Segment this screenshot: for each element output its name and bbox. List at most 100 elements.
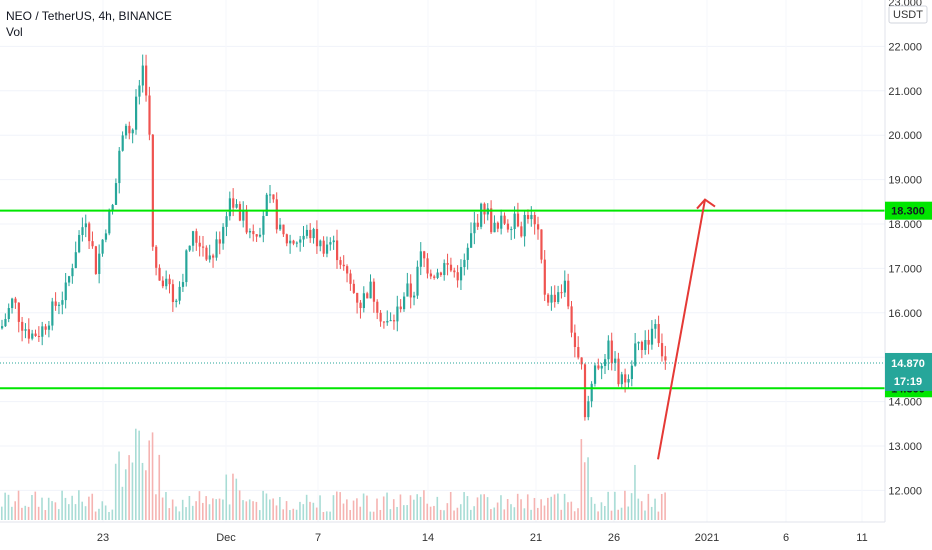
volume-bar: [593, 503, 596, 520]
candle-body: [111, 204, 114, 211]
volume-bar: [31, 494, 33, 520]
candle-body: [114, 183, 118, 205]
candle-body: [302, 235, 305, 240]
volume-bar: [362, 493, 365, 520]
candle-body: [526, 214, 530, 220]
volume-bar: [124, 469, 127, 520]
time-axis[interactable]: 23 Dec 7 14 21 26 2021 6 11: [97, 532, 868, 544]
candle-body: [161, 280, 164, 287]
candle-body: [423, 251, 426, 259]
y-tick-label: 16.000: [888, 308, 922, 320]
candle-body: [500, 215, 503, 229]
candle-body: [289, 240, 292, 244]
volume-bar: [272, 498, 274, 520]
candle-body: [292, 240, 295, 244]
volume-bar: [178, 511, 181, 520]
candle-body: [135, 96, 138, 130]
candle-body: [168, 278, 171, 285]
x-tick-label: 7: [315, 532, 321, 544]
volume-bar: [640, 501, 643, 520]
candle-body: [275, 199, 278, 230]
candle-body: [466, 247, 469, 260]
volume-bar: [583, 462, 586, 520]
candle-body: [248, 231, 252, 233]
volume-bar: [637, 498, 640, 520]
volume-bar: [289, 510, 291, 520]
candle-body: [171, 284, 175, 303]
x-tick-label: 2021: [695, 532, 719, 544]
volume-bar: [547, 497, 549, 520]
candles: [1, 54, 667, 421]
volume-bar: [423, 490, 425, 520]
candle-body: [352, 283, 355, 293]
candle-body: [305, 229, 309, 236]
candle-body: [339, 260, 342, 265]
volume-bar: [413, 499, 415, 520]
projection-arrow[interactable]: [657, 198, 716, 460]
volume-bar: [292, 508, 295, 520]
volume-bar: [473, 506, 475, 520]
candle-body: [654, 324, 657, 329]
candle-body: [617, 358, 620, 385]
volume-bar: [171, 499, 174, 520]
volume-bar: [175, 506, 177, 520]
candle-body: [195, 231, 198, 243]
volume-bar: [121, 486, 124, 520]
candle-body: [664, 356, 667, 361]
candle-body: [7, 308, 10, 320]
volume-bar: [379, 509, 382, 520]
candle-body: [74, 252, 77, 269]
volume-bar: [349, 509, 351, 520]
candle-body: [332, 240, 335, 243]
volume-bar: [165, 492, 167, 520]
candle-body: [637, 341, 640, 344]
volume-bar: [44, 510, 47, 520]
volume-bar: [503, 509, 506, 520]
currency-label[interactable]: USDT: [888, 5, 928, 24]
chart-header: NEO / TetherUS, 4h, BINANCE Vol: [6, 8, 172, 40]
candle-body: [121, 135, 124, 151]
level-tag-label: 18.300: [891, 206, 925, 218]
y-tick-label: 17.000: [888, 263, 922, 275]
candle-body: [419, 251, 422, 267]
candle-body: [490, 208, 493, 233]
volume-bar: [493, 507, 496, 520]
symbol-title[interactable]: NEO / TetherUS, 4h, BINANCE: [6, 9, 172, 23]
candle-body: [124, 125, 128, 136]
volume-bar: [466, 496, 469, 520]
volume-bar: [248, 499, 251, 520]
volume-bar: [285, 501, 288, 520]
volume-bar: [151, 432, 154, 520]
candle-body: [315, 228, 319, 247]
volume-bar: [600, 502, 603, 520]
volume-bar: [543, 505, 546, 520]
volume-bar: [37, 506, 40, 520]
candle-body: [580, 357, 583, 365]
volume-bar: [195, 501, 197, 520]
candle-body: [272, 194, 275, 200]
y-tick-label: 21.000: [888, 86, 922, 98]
candle-body: [282, 224, 285, 235]
volume-bar: [319, 495, 321, 520]
candle-body: [235, 204, 238, 208]
y-tick-label: 22.000: [888, 41, 922, 53]
candle-body: [630, 365, 633, 380]
volume-bar: [315, 507, 318, 520]
candle-body: [543, 259, 546, 295]
candle-body: [98, 253, 101, 274]
candle-body: [607, 340, 610, 360]
candle-body: [510, 229, 513, 231]
candle-body: [573, 332, 577, 348]
volume-bar: [332, 495, 335, 520]
volume-bar: [128, 455, 130, 520]
volume-bar: [630, 493, 633, 520]
horizontal-levels[interactable]: [0, 209, 885, 390]
volume-bar: [336, 491, 338, 520]
volume-indicator-label[interactable]: Vol: [6, 25, 23, 39]
volume-bar: [597, 511, 599, 520]
volume-bar: [84, 506, 87, 520]
volume-bar: [590, 497, 593, 520]
volume-bar: [205, 496, 207, 520]
volume-bar: [416, 494, 418, 520]
